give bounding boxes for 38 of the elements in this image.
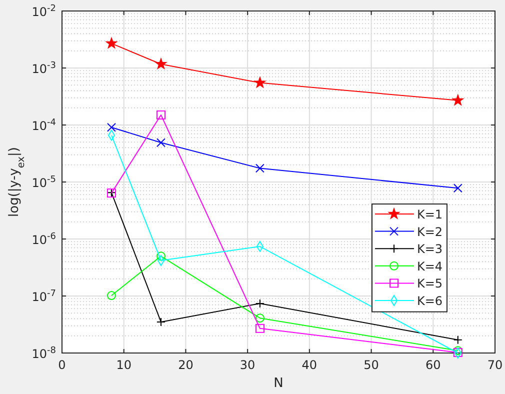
point [453, 184, 462, 193]
point [453, 335, 462, 344]
legend-label: K=4 [417, 259, 443, 274]
point [156, 138, 166, 148]
y-tick-label: 10$^{-3}$ [32, 61, 56, 76]
x-tick-label: 40 [302, 358, 318, 372]
point [156, 317, 166, 326]
point [255, 314, 264, 323]
x-tick-label: 0 [58, 358, 66, 372]
point [156, 110, 166, 120]
x-tick-label: 50 [364, 358, 379, 372]
point [255, 324, 264, 333]
point [106, 38, 118, 48]
point [255, 164, 264, 173]
y-tick-label: 10$^{-5}$ [32, 175, 56, 190]
x-tick-label: 70 [487, 358, 503, 372]
point [106, 291, 116, 300]
y-tick-label: 10$^{-8}$ [32, 346, 56, 361]
legend-label: K=5 [417, 276, 443, 291]
legend-label: K=1 [417, 208, 443, 222]
x-tick-label: 10 [116, 358, 132, 372]
legend-label: K=3 [417, 242, 443, 256]
x-axis-title: N [274, 376, 284, 391]
y-tick-label: 10$^{-7}$ [32, 289, 56, 304]
x-tick-label: 30 [240, 358, 256, 372]
legend-label: K=2 [417, 224, 443, 239]
legend-label: K=6 [417, 294, 443, 308]
point [156, 252, 166, 261]
point [254, 76, 266, 88]
x-tick-label: 60 [426, 358, 441, 372]
point [452, 94, 464, 106]
y-tick-label: 10$^{-2}$ [32, 4, 56, 19]
y-tick-label: 10$^{-6}$ [32, 232, 56, 247]
point [106, 122, 116, 132]
y-tick-label: 10$^{-4}$ [32, 118, 56, 133]
x-tick-label: 20 [178, 358, 194, 372]
point [255, 298, 264, 308]
point [155, 58, 167, 69]
